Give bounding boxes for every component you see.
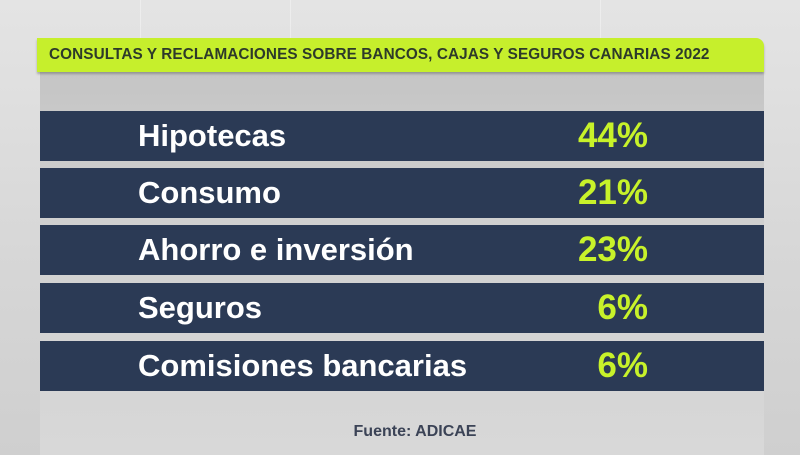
source-text: Fuente: ADICAE: [353, 423, 477, 440]
chart-title: CONSULTAS Y RECLAMACIONES SOBRE BANCOS, …: [49, 46, 710, 63]
table-row: Hipotecas 44%: [40, 111, 764, 161]
table-row: Seguros 6%: [40, 283, 764, 333]
chart-title-banner: CONSULTAS Y RECLAMACIONES SOBRE BANCOS, …: [37, 38, 764, 72]
row-label: Comisiones bancarias: [138, 348, 468, 383]
row-value: 6%: [597, 346, 648, 385]
row-value: 6%: [597, 288, 648, 327]
row-value: 23%: [577, 230, 648, 269]
row-label: Seguros: [138, 290, 263, 325]
source-caption: Fuente: ADICAE: [0, 423, 800, 441]
table-row: Comisiones bancarias 6%: [40, 341, 764, 391]
row-value: 21%: [577, 173, 648, 212]
row-label: Ahorro e inversión: [138, 232, 414, 267]
row-label: Hipotecas: [138, 118, 287, 153]
table-row: Ahorro e inversión 23%: [40, 225, 764, 275]
row-label: Consumo: [138, 175, 281, 210]
table-row: Consumo 21%: [40, 168, 764, 218]
row-value: 44%: [577, 116, 648, 155]
